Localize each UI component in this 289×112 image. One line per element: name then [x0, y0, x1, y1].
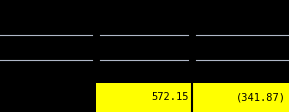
Text: (341.87): (341.87)	[236, 93, 286, 102]
Bar	[192, 83, 289, 112]
Bar	[96, 83, 192, 112]
Text: 572.15: 572.15	[151, 93, 189, 102]
